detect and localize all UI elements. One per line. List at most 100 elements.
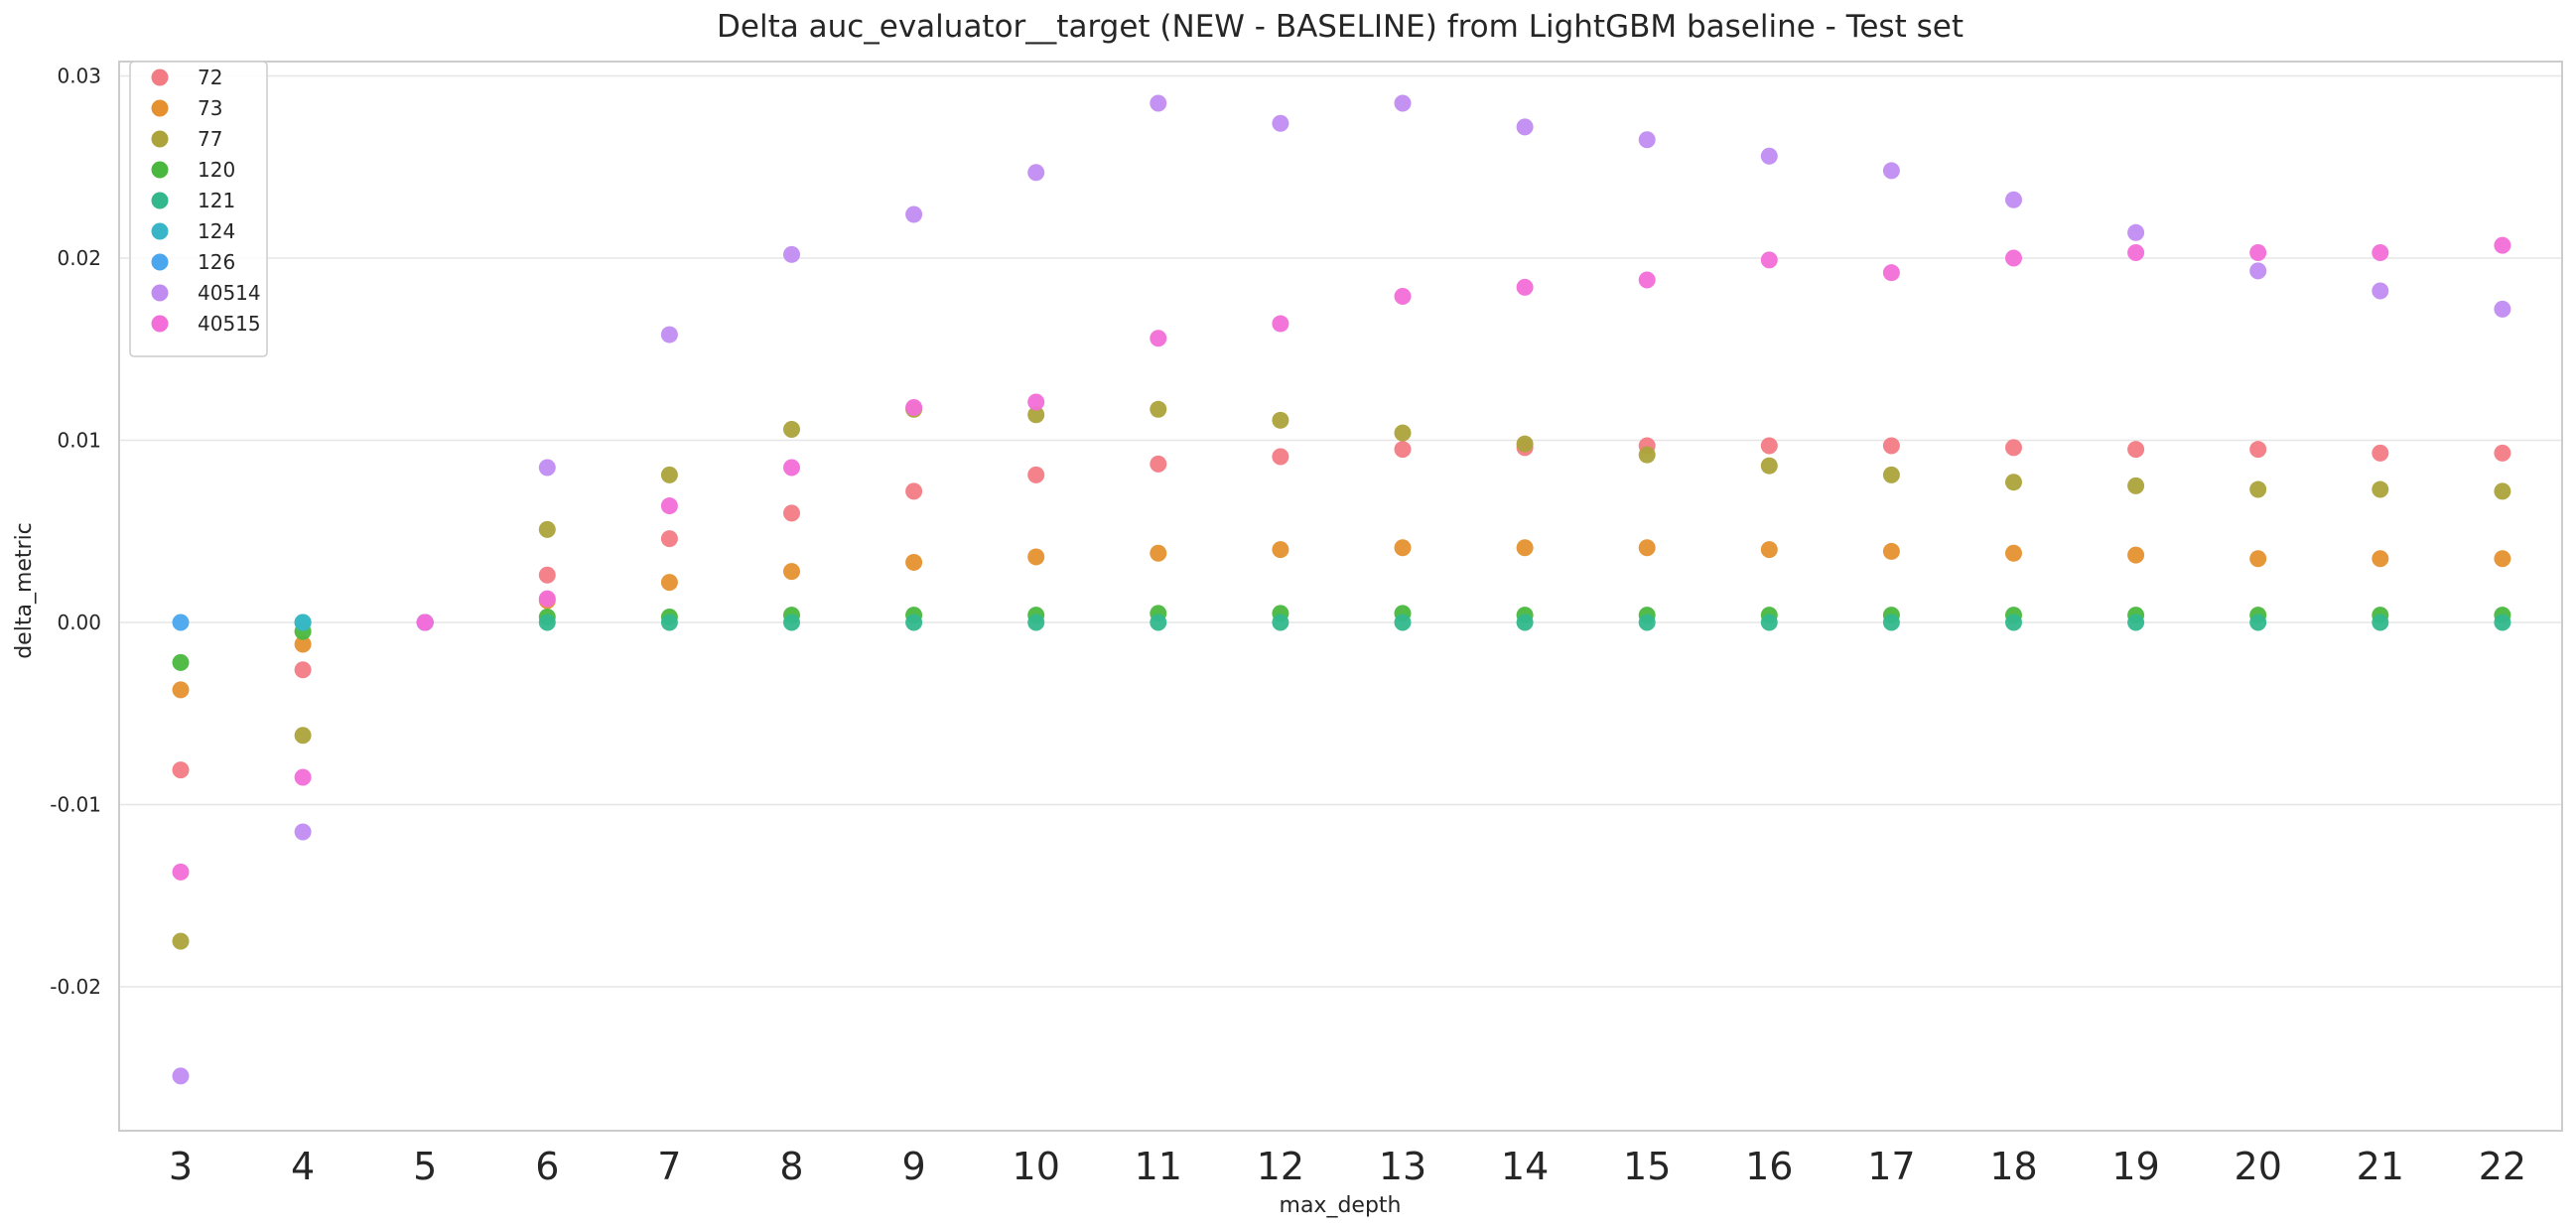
legend-label: 120: [198, 158, 235, 182]
legend-marker: [151, 161, 169, 179]
data-point-77: [1150, 400, 1167, 418]
data-point-73: [1272, 541, 1289, 559]
data-point-40515: [1027, 393, 1045, 411]
y-tick-label: 0.03: [57, 65, 101, 88]
data-point-121: [1760, 614, 1778, 631]
data-point-40514: [2249, 262, 2267, 280]
legend: 72 73 77 120 121 124 126 40514 40515: [129, 61, 268, 357]
data-point-77: [2494, 482, 2511, 500]
data-point-40515: [1882, 264, 1900, 282]
data-point-72: [905, 482, 923, 500]
data-point-40515: [172, 863, 190, 881]
data-point-40514: [2005, 191, 2022, 208]
legend-label: 40515: [198, 312, 261, 336]
legend-label: 40514: [198, 281, 261, 305]
y-axis-label: delta_metric: [12, 522, 37, 659]
data-point-77: [2249, 480, 2267, 498]
data-point-72: [1760, 437, 1778, 455]
data-point-72: [2127, 441, 2145, 459]
data-point-40515: [2494, 236, 2511, 254]
data-point-73: [2249, 550, 2267, 568]
x-tick-label: 8: [779, 1145, 803, 1188]
data-point-40514: [1150, 94, 1167, 112]
data-point-77: [1638, 446, 1656, 464]
y-tick-label: -0.01: [50, 793, 101, 817]
y-tick-label: 0.00: [57, 611, 101, 634]
data-point-40515: [2127, 243, 2145, 261]
data-point-40515: [294, 768, 312, 786]
x-tick-label: 10: [1013, 1145, 1060, 1188]
data-point-72: [538, 566, 556, 584]
data-point-77: [2127, 477, 2145, 494]
data-point-40515: [1394, 288, 1412, 306]
data-point-72: [2005, 439, 2022, 457]
data-point-40514: [172, 1067, 190, 1085]
data-point-73: [2372, 550, 2389, 568]
data-point-72: [660, 530, 678, 548]
data-point-40515: [1760, 251, 1778, 269]
data-point-77: [783, 420, 800, 438]
legend-label: 77: [198, 127, 222, 151]
data-point-40515: [2005, 249, 2022, 267]
legend-marker: [151, 192, 169, 209]
x-tick-label: 13: [1379, 1145, 1426, 1188]
legend-label: 126: [198, 250, 235, 274]
data-point-40514: [1760, 147, 1778, 165]
data-point-72: [1882, 437, 1900, 455]
data-point-72: [783, 504, 800, 522]
data-point-77: [172, 932, 190, 950]
x-tick-label: 6: [535, 1145, 559, 1188]
data-point-77: [1516, 435, 1534, 453]
x-tick-label: 11: [1135, 1145, 1182, 1188]
grid-lines: [119, 74, 2562, 988]
data-point-77: [1027, 406, 1045, 424]
data-point-121: [538, 614, 556, 631]
data-point-40515: [1638, 271, 1656, 289]
data-point-73: [905, 553, 923, 571]
data-point-77: [538, 520, 556, 538]
x-tick-label: 19: [2111, 1145, 2159, 1188]
x-tick-label: 17: [1867, 1145, 1915, 1188]
data-point-72: [2494, 444, 2511, 462]
legend-marker: [151, 315, 169, 333]
chart-title: Delta auc_evaluator__target (NEW - BASEL…: [717, 9, 1964, 45]
data-point-73: [2005, 544, 2022, 562]
data-point-72: [1272, 448, 1289, 466]
x-axis-label: max_depth: [1280, 1193, 1402, 1218]
data-point-40514: [905, 205, 923, 223]
x-tick-label: 18: [1989, 1145, 2037, 1188]
data-point-40515: [783, 459, 800, 477]
legend-label: 124: [198, 219, 235, 243]
data-point-121: [2005, 614, 2022, 631]
x-axis-ticks: 3 4 5 6 7 8 9 10 11 12 13 14 15 16 17 18 19 20 21 22: [169, 1145, 2526, 1188]
data-point-77: [1272, 411, 1289, 429]
data-point-40514: [1027, 164, 1045, 182]
x-tick-label: 5: [413, 1145, 437, 1188]
data-point-40514: [2372, 282, 2389, 300]
data-point-40514: [660, 326, 678, 343]
data-point-73: [1150, 544, 1167, 562]
data-points: [172, 94, 2511, 1085]
y-axis-ticks: -0.02 -0.01 0.00 0.01 0.02 0.03: [50, 65, 101, 1000]
legend-marker: [151, 99, 169, 117]
data-point-40515: [538, 590, 556, 608]
data-point-121: [905, 614, 923, 631]
data-point-40514: [1638, 131, 1656, 149]
data-point-73: [660, 574, 678, 592]
data-point-40514: [294, 823, 312, 841]
y-tick-label: 0.02: [57, 246, 101, 270]
data-point-40514: [1394, 94, 1412, 112]
data-point-72: [1027, 466, 1045, 483]
data-point-73: [1394, 539, 1412, 557]
data-point-73: [1760, 541, 1778, 559]
data-point-72: [2249, 441, 2267, 459]
data-point-40514: [2127, 223, 2145, 241]
data-point-40515: [416, 614, 434, 631]
data-point-40514: [783, 245, 800, 263]
data-point-121: [2249, 614, 2267, 631]
legend-marker: [151, 222, 169, 240]
data-point-72: [1150, 455, 1167, 473]
data-point-126: [172, 614, 190, 631]
x-tick-label: 7: [657, 1145, 681, 1188]
data-point-120: [172, 653, 190, 671]
